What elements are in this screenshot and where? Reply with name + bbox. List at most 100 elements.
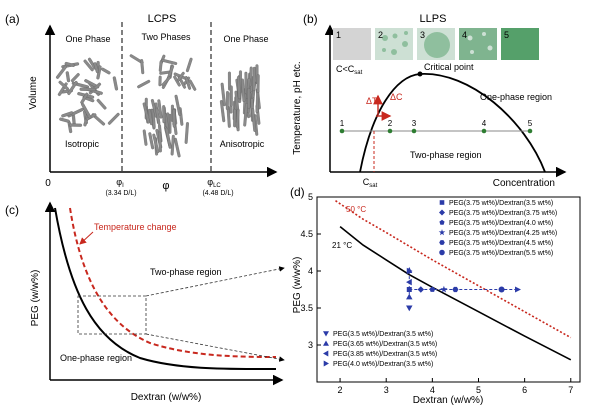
rod	[55, 65, 67, 79]
panel-c-xlabel: Dextran (w/w%)	[131, 392, 202, 403]
legend-right: PEG(3.75 wt%)/Dextran(3.5 wt%) PEG(3.75 w…	[438, 200, 557, 257]
panel-c: (c) PEG (w/w%) Dextran (w/w%) Temperatur…	[5, 201, 285, 403]
panel-d: (d) PEG (w/w%) Dextran (w/w%) 2 3 4 5 6 7 3 3.5…	[290, 185, 581, 406]
anisotropic-label: Anisotropic	[220, 139, 265, 149]
binodal-curve-black	[54, 207, 277, 371]
zoom-box	[77, 295, 147, 335]
temp-change-label: Temperature change	[94, 222, 177, 232]
rod	[174, 94, 182, 116]
panel-d-frame	[316, 196, 581, 383]
rod	[219, 100, 226, 123]
rod	[252, 66, 256, 92]
rod	[185, 57, 193, 73]
rod	[107, 112, 120, 125]
rod	[158, 131, 162, 153]
x-tick-label: 3	[384, 385, 389, 395]
point-5-label: 5	[528, 119, 533, 128]
panel-a: (a) LCPS Volume One Phase Two Phases One…	[5, 12, 278, 197]
phi-lc-label: φLC	[207, 177, 221, 189]
rod	[152, 133, 160, 154]
legend-entry: PEG(3.5 wt%)/Dextran(3.5 wt%)	[333, 331, 433, 338]
x-tick-label: 7	[568, 385, 573, 395]
legend-entry: PEG(3.85 wt%)/Dextran(3.5 wt%)	[333, 351, 437, 358]
critical-point-label: Critical point	[424, 62, 474, 72]
x-tick-label: 4	[430, 385, 435, 395]
delta-c-label: ΔC	[390, 92, 403, 102]
tile-1	[333, 28, 371, 60]
legend-entry: PEG(3.75 wt%)/Dextran(4.25 wt%)	[449, 230, 557, 237]
tile-5	[501, 28, 539, 60]
point-2-label: 2	[388, 119, 393, 128]
rod	[184, 122, 189, 144]
rod	[173, 137, 181, 158]
data-point	[406, 293, 413, 300]
rod	[247, 87, 251, 109]
rod	[148, 132, 155, 150]
panel-b-xlabel: Concentration	[493, 178, 555, 189]
phi-i-label: φI	[116, 177, 124, 189]
legend-marker	[439, 219, 445, 225]
rod	[61, 111, 74, 118]
rod	[68, 123, 83, 127]
panel-b: (b) LLPS Temperature, pH etc. Concentrat…	[292, 12, 567, 189]
data-point	[406, 305, 413, 312]
x-tick-label: 6	[522, 385, 527, 395]
y-tick-label: 3	[308, 340, 313, 350]
panel-c-one-phase-label: One-phase region	[60, 353, 132, 363]
legend-entry: PEG(3.75 wt%)/Dextran(4.5 wt%)	[449, 240, 553, 247]
legend-marker	[439, 200, 445, 205]
isotropic-rods-illustration	[55, 57, 120, 134]
rod	[59, 117, 70, 123]
rod	[161, 76, 171, 87]
one-phase-label: One-phase region	[480, 92, 552, 102]
data-point	[417, 286, 425, 293]
legend-marker	[439, 249, 445, 256]
binodal-50c-line	[335, 200, 572, 339]
legend-marker	[439, 209, 445, 216]
legend-entry: PEG(3.75 wt%)/Dextran(5.5 wt%)	[449, 250, 553, 257]
rod	[70, 73, 80, 83]
critical-point-marker	[417, 71, 423, 77]
y-tick-label: 5	[308, 192, 313, 202]
legend-marker	[323, 331, 329, 337]
rod	[188, 79, 197, 91]
y-tick-label: 4.5	[300, 229, 313, 239]
phase-points	[339, 128, 533, 134]
legend-left: PEG(3.5 wt%)/Dextran(3.5 wt%) PEG(3.65 wt…	[323, 331, 437, 368]
legend-entry: PEG(4.0 wt%)/Dextran(3.5 wt%)	[333, 361, 433, 368]
rod	[176, 71, 185, 82]
data-point	[406, 287, 412, 292]
panel-a-xlabel: φ	[162, 180, 169, 192]
binodal-curve-red	[69, 207, 277, 358]
panel-a-label: (a)	[5, 12, 20, 26]
rod	[112, 76, 119, 91]
temp-change-arrow	[79, 231, 94, 245]
legend-entry: PEG(3.65 wt%)/Dextran(3.5 wt%)	[333, 341, 437, 348]
cond-label: C<Csat	[336, 64, 363, 76]
x-tick-label: 2	[338, 385, 343, 395]
region-right-label: One Phase	[223, 34, 268, 44]
rod	[67, 80, 78, 96]
rod	[256, 74, 260, 93]
data-point	[406, 278, 412, 286]
rod	[251, 108, 257, 132]
y-tick-label: 4	[308, 266, 313, 276]
rod	[58, 80, 69, 91]
panel-a-origin: 0	[45, 178, 51, 189]
tile-2-num: 2	[378, 30, 383, 40]
rod	[172, 109, 176, 128]
rod	[227, 71, 232, 91]
phi-lc-value: (4.48 D/L)	[202, 190, 233, 197]
rod	[96, 98, 107, 110]
rod	[81, 102, 92, 119]
delta-t-label: ΔT	[366, 96, 378, 106]
tile-4	[459, 28, 497, 60]
tile-5-num: 5	[504, 30, 509, 40]
rod	[243, 103, 249, 127]
data-point	[406, 267, 413, 275]
legend-entry: PEG(3.75 wt%)/Dextran(3.75 wt%)	[449, 210, 557, 217]
point-4-label: 4	[482, 119, 487, 128]
panel-c-label: (c)	[5, 203, 19, 217]
rod	[142, 129, 148, 146]
tile-3-num: 3	[420, 30, 425, 40]
